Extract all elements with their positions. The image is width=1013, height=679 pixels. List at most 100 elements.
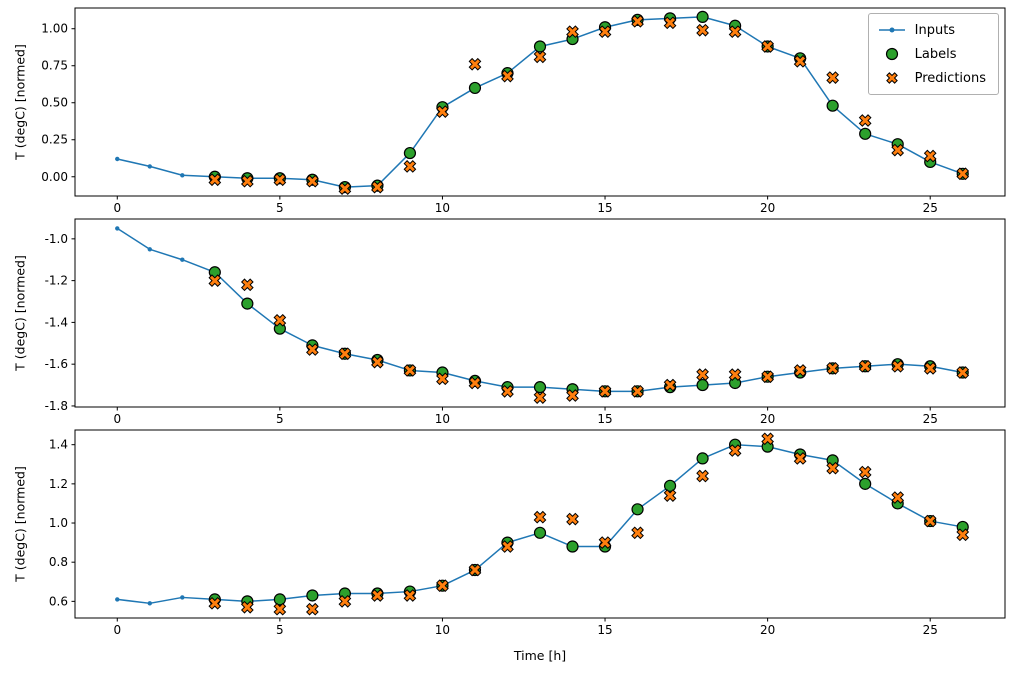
prediction-marker [566,25,579,39]
svg-text:15: 15 [597,623,612,637]
prediction-marker [403,364,417,377]
svg-text:25: 25 [923,201,938,215]
label-marker [403,146,417,160]
svg-text:10: 10 [435,201,450,215]
svg-text:20: 20 [760,412,775,426]
prediction-marker [826,361,840,375]
prediction-marker [663,16,677,30]
svg-text:5: 5 [276,412,284,426]
y-axis-label-subplot-2: T (degC) [normed] [12,255,28,371]
svg-text:5: 5 [276,623,284,637]
svg-text:10: 10 [435,623,450,637]
svg-text:-1.6: -1.6 [45,357,68,371]
prediction-marker [923,514,937,528]
legend-label-labels: Labels [914,46,957,62]
prediction-marker [858,465,872,479]
legend-item-predictions: Predictions [877,68,986,88]
prediction-marker [728,444,742,457]
svg-text:1.2: 1.2 [49,477,68,491]
prediction-marker [273,602,287,616]
prediction-marker [858,359,872,373]
prediction-marker [761,370,774,384]
label-marker [241,297,254,310]
legend-item-labels: Labels [877,44,986,64]
label-marker [533,526,547,539]
svg-text:25: 25 [923,412,938,426]
svg-text:0: 0 [113,412,121,426]
label-marker [306,589,319,602]
prediction-marker [761,432,774,446]
prediction-marker [696,23,709,37]
prediction-marker [956,366,970,379]
prediction-marker [793,364,807,377]
label-marker [859,477,872,490]
prediction-marker [728,25,742,39]
prediction-marker [696,368,709,381]
svg-text:0: 0 [113,623,121,637]
prediction-marker [631,384,644,398]
prediction-marker [631,14,644,28]
svg-text:1.00: 1.00 [41,22,68,36]
prediction-marker [566,512,579,526]
prediction-marker [240,278,254,292]
prediction-marker [436,579,449,593]
prediction-marker [566,389,579,402]
prediction-marker [598,25,612,39]
prediction-marker [371,589,384,602]
label-marker [696,378,709,392]
svg-text:0.25: 0.25 [41,133,68,147]
prediction-marker [663,378,677,392]
svg-text:20: 20 [760,623,775,637]
prediction-marker [728,368,742,381]
subplot-3: 0 5 10 15 20 25 0.6 0.8 1.0 1.2 1.4 [49,429,1006,637]
prediction-marker [761,40,774,53]
prediction-marker [436,372,449,386]
prediction-marker [533,50,547,64]
prediction-marker [306,602,319,616]
prediction-marker [468,563,482,577]
subplot-1: 0 5 10 15 20 25 0.00 0.25 0.50 0.75 1.00 [41,7,1006,215]
prediction-marker [923,149,937,163]
label-marker [696,452,709,465]
svg-text:15: 15 [597,412,612,426]
svg-text:15: 15 [597,201,612,215]
prediction-marker [468,57,482,71]
svg-text:-1.0: -1.0 [45,232,68,246]
prediction-marker [403,160,417,173]
predictions-x-icon [885,72,898,84]
svg-text:0.6: 0.6 [49,594,68,608]
prediction-marker [696,469,709,483]
prediction-marker [501,384,514,398]
prediction-marker [956,167,970,181]
legend-label-predictions: Predictions [914,70,986,86]
label-marker [566,540,579,553]
prediction-marker [371,180,384,194]
svg-text:0.8: 0.8 [49,555,68,569]
prediction-marker [240,600,254,614]
svg-text:20: 20 [760,201,775,215]
prediction-marker [598,384,612,398]
label-marker [533,40,547,53]
label-marker [696,10,709,23]
x-axis-label: Time [h] [513,648,567,663]
svg-text:-1.8: -1.8 [45,399,68,413]
prediction-marker [338,347,352,361]
prediction-marker [923,361,937,375]
svg-text:0.75: 0.75 [41,59,68,73]
legend-item-inputs: Inputs [877,20,986,40]
prediction-marker [533,510,547,524]
prediction-marker [891,143,905,157]
label-marker [468,81,482,95]
prediction-marker [793,54,807,68]
svg-text:1.4: 1.4 [49,438,68,452]
label-marker [859,127,872,140]
svg-text:0: 0 [113,201,121,215]
label-marker [663,479,677,492]
labels-circle-icon [885,47,898,61]
prediction-marker [663,489,677,502]
prediction-marker [793,452,807,465]
svg-text:0.50: 0.50 [41,96,68,110]
svg-text:10: 10 [435,412,450,426]
prediction-marker [371,355,384,369]
prediction-marker [436,105,449,118]
